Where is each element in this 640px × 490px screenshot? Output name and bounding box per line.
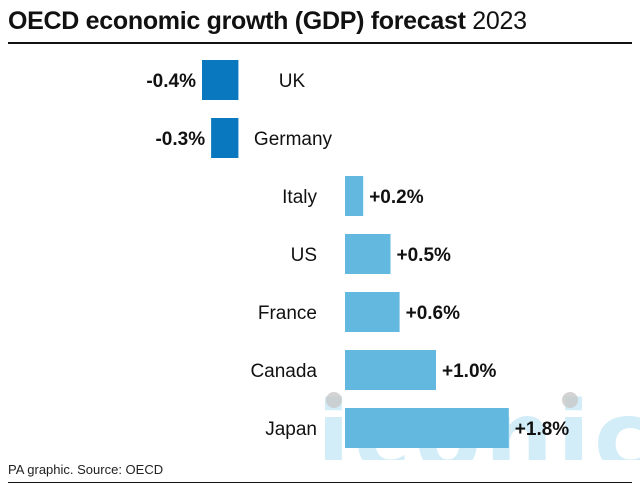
- source-note: PA graphic. Source: OECD: [8, 462, 164, 477]
- footer-rule: [8, 482, 632, 483]
- category-label: US: [291, 245, 317, 266]
- value-label: -0.3%: [155, 129, 205, 150]
- value-label: +0.2%: [369, 187, 424, 208]
- bar-france: [345, 292, 400, 332]
- title-rule: [8, 42, 632, 44]
- category-label: Japan: [265, 419, 317, 440]
- bar-japan: [345, 408, 509, 448]
- category-label: Italy: [282, 187, 317, 208]
- value-label: +0.5%: [397, 245, 452, 266]
- bar-italy: [345, 176, 364, 216]
- category-label: Canada: [250, 361, 317, 382]
- watermark-dot-right: [562, 392, 578, 408]
- bar-us: [345, 234, 391, 274]
- category-label: UK: [279, 71, 306, 92]
- category-label: France: [258, 303, 317, 324]
- chart-title: OECD economic growth (GDP) forecast 2023: [8, 4, 632, 38]
- chart-title-year: 2023: [472, 7, 527, 35]
- value-label: +0.6%: [406, 303, 461, 324]
- bar-canada: [345, 350, 436, 390]
- value-label: -0.4%: [146, 71, 196, 92]
- category-label: Germany: [254, 129, 333, 150]
- value-label: +1.8%: [515, 419, 570, 440]
- watermark-dot-left: [326, 392, 342, 408]
- bar-uk: [202, 60, 239, 100]
- value-label: +1.0%: [442, 361, 497, 382]
- bar-chart: iconicUK-0.4%Germany-0.3%Italy+0.2%US+0.…: [146, 60, 640, 460]
- bar-germany: [211, 118, 239, 158]
- chart-title-main: OECD economic growth (GDP) forecast: [8, 7, 466, 35]
